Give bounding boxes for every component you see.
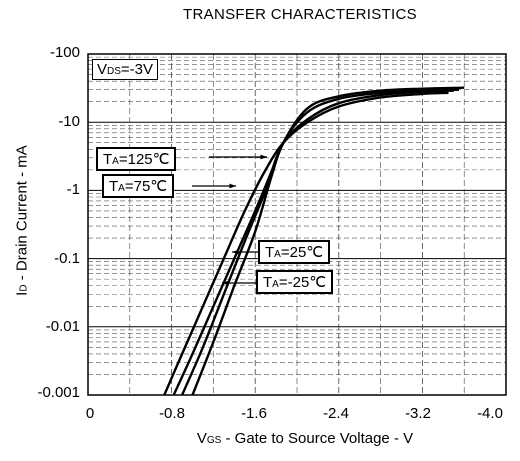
x-tick-label: 0 xyxy=(85,405,95,422)
leader-arrow-75c-head xyxy=(229,183,236,189)
condition-label: VDS=-3V xyxy=(92,59,159,80)
y-tick-label: -1 xyxy=(66,181,80,198)
series-label-25c: TA=25℃ xyxy=(258,240,331,264)
series-label-prefix: T xyxy=(103,151,113,168)
y-tick-label: -0.01 xyxy=(45,318,80,335)
y-tick-label: -0.1 xyxy=(54,250,80,267)
condition-prefix: V xyxy=(97,61,108,78)
series-label-subscript: A xyxy=(112,156,119,167)
y-axis-label-text: - Drain Current - mA xyxy=(13,145,31,285)
x-tick-label: -0.8 xyxy=(159,405,185,422)
series-label-prefix: T xyxy=(109,178,119,195)
leader-arrow-25c-head xyxy=(232,249,239,255)
x-tick-label: -1.6 xyxy=(241,405,267,422)
y-tick-label: -100 xyxy=(49,44,80,61)
series-label-minus25c: TA=-25℃ xyxy=(256,270,334,294)
series-line-minus25c xyxy=(191,86,465,396)
condition-subscript: DS xyxy=(107,66,121,77)
y-axis-label-prefix: I xyxy=(13,291,31,296)
x-axis-label-subscript: GS xyxy=(206,435,222,446)
leader-arrow-minus25c-head xyxy=(222,280,229,286)
series-label-prefix: T xyxy=(265,244,275,261)
series-label-125c: TA=125℃ xyxy=(96,147,177,171)
series-label-value: =-25℃ xyxy=(278,274,327,291)
series-label-value: =25℃ xyxy=(280,244,324,261)
x-tick-label: -3.2 xyxy=(405,405,431,422)
y-tick-label: -0.001 xyxy=(37,384,80,401)
x-axis-label: VGS - Gate to Source Voltage - V xyxy=(95,430,515,447)
x-axis-label-prefix: V xyxy=(196,430,207,447)
series-label-value: =125℃ xyxy=(118,151,170,168)
leader-arrow-125c-head xyxy=(260,154,267,160)
series-label-subscript: A xyxy=(118,183,125,194)
series-label-subscript: A xyxy=(272,279,279,290)
plot-frame xyxy=(87,53,507,396)
x-tick-label: -2.4 xyxy=(323,405,349,422)
x-axis-label-text: - Gate to Source Voltage - V xyxy=(221,430,414,447)
y-axis-label: ID - Drain Current - mA xyxy=(14,71,31,371)
series-label-value: =75℃ xyxy=(124,178,168,195)
series-label-subscript: A xyxy=(274,249,281,260)
series-label-prefix: T xyxy=(263,274,273,291)
condition-value: =-3V xyxy=(120,61,154,78)
series-label-75c: TA=75℃ xyxy=(102,174,175,198)
x-tick-label: -4.0 xyxy=(477,405,503,422)
chart-title: TRANSFER CHARACTERISTICS xyxy=(183,6,417,23)
y-axis-label-subscript: D xyxy=(18,284,30,292)
series-line-125c xyxy=(163,91,449,396)
y-tick-label: -10 xyxy=(58,113,80,130)
